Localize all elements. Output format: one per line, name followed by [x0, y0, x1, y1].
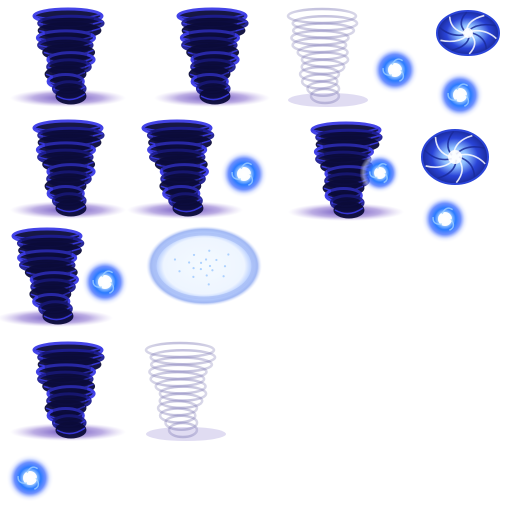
light-portal-sprite	[146, 226, 262, 306]
tornado-frame-sprite	[10, 341, 126, 441]
energy-orb-sprite	[220, 150, 268, 198]
tornado-frame-sprite	[288, 121, 404, 221]
swirl-portal-sprite	[421, 129, 489, 185]
tornado-frame-sprite	[10, 7, 126, 107]
tornado-frame-sprite	[144, 341, 226, 441]
energy-orb-sprite	[359, 152, 401, 194]
energy-orb-sprite	[81, 258, 129, 306]
energy-orb-sprite	[436, 71, 484, 119]
tornado-frame-sprite	[127, 119, 243, 219]
energy-orb-sprite	[371, 46, 419, 94]
energy-orb-sprite	[6, 454, 54, 502]
tornado-frame-sprite	[154, 7, 270, 107]
tornado-frame-sprite	[286, 7, 368, 107]
tornado-frame-sprite	[10, 119, 126, 219]
energy-orb-sprite	[421, 195, 469, 243]
tornado-frame-sprite	[0, 227, 113, 327]
swirl-portal-sprite	[436, 10, 500, 56]
